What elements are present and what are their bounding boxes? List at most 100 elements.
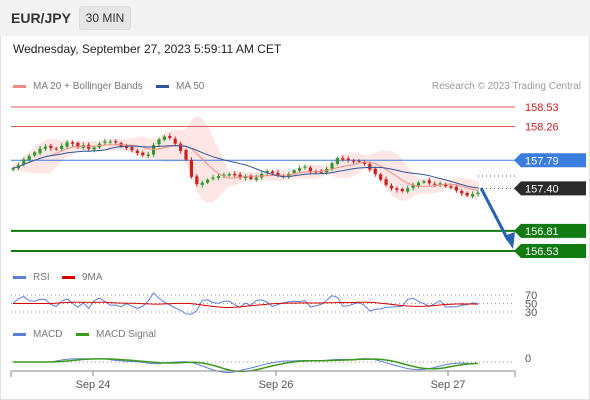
candle-body — [254, 177, 258, 180]
candle-body — [368, 163, 372, 170]
rsi-ma-swatch — [62, 276, 75, 279]
legend-macd-signal-label: MACD Signal — [96, 329, 157, 340]
rsi-swatch — [13, 276, 26, 279]
forecast-arrow-head — [504, 232, 515, 249]
candle-body — [427, 180, 431, 184]
legend-ma20-label: MA 20 + Bollinger Bands — [33, 81, 143, 92]
macd-swatch — [13, 333, 26, 336]
candle-body — [179, 143, 183, 151]
price-levels: 158.53 158.26 157.79 156.81 156.53 157.40 — [11, 102, 586, 258]
candle-body — [276, 172, 280, 176]
candle-body — [362, 162, 367, 164]
candle-body — [195, 176, 199, 185]
candle-body — [389, 185, 394, 189]
legend-rsi-ma-label: 9MA — [82, 272, 103, 283]
candle-body — [33, 152, 37, 156]
ma20-swatch — [13, 85, 26, 88]
level-tag-156.53 — [514, 244, 586, 258]
candle-body — [184, 150, 188, 160]
ma50-swatch — [156, 85, 169, 88]
candle-body — [443, 184, 448, 187]
candle-body — [357, 160, 361, 162]
level-tag-156.81 — [514, 223, 586, 238]
x-tick-label: Sep 24 — [76, 379, 111, 391]
candle-body — [222, 174, 226, 176]
candle-body — [395, 188, 399, 190]
x-tick-label: Sep 26 — [259, 379, 294, 391]
candle-body — [379, 174, 383, 180]
candle-body — [319, 171, 323, 173]
candle-body — [470, 194, 475, 197]
candle-body — [249, 175, 253, 179]
candle-body — [438, 183, 442, 185]
candle-body — [216, 176, 221, 178]
rsi-tick-30: 30 — [525, 307, 537, 319]
forecast-arrow — [479, 187, 515, 249]
candle-body — [233, 173, 237, 176]
legend-rsi: RSI — [13, 272, 50, 283]
level-label-158.26: 158.26 — [525, 121, 559, 133]
legend-macd-signal: MACD Signal — [76, 329, 156, 340]
candle-body — [49, 145, 53, 149]
candle-body — [449, 186, 453, 188]
candle-body — [422, 181, 426, 183]
candle-body — [465, 192, 469, 196]
candle-body — [38, 148, 42, 154]
level-tag-text-157.79: 157.79 — [525, 155, 559, 167]
candle-body — [400, 188, 404, 192]
macd-tick-0: 0 — [525, 353, 531, 365]
level-tag-text-156.81: 156.81 — [525, 226, 559, 238]
ma50-line — [12, 145, 479, 189]
candle-body — [346, 158, 350, 161]
ma20-line — [12, 144, 479, 191]
rsi-ma-line — [13, 301, 479, 309]
current-price-tag — [514, 181, 586, 196]
candle-body — [70, 142, 75, 144]
candle-body — [146, 154, 150, 157]
forecast-arrow-shaft — [479, 187, 510, 241]
candle-body — [141, 152, 145, 156]
rsi-tick-70: 70 — [525, 290, 537, 302]
candle-body — [227, 173, 231, 176]
candle-body — [108, 141, 112, 143]
candle-body — [43, 146, 48, 149]
macd-signal-swatch — [76, 333, 89, 336]
candle-body — [416, 182, 421, 186]
candle-body — [308, 167, 312, 172]
candle-body — [433, 183, 437, 185]
legend-ma50-label: MA 50 — [176, 81, 205, 92]
candle-body — [206, 179, 210, 183]
candle-body — [103, 141, 107, 143]
timeframe-button[interactable]: 30 MIN — [79, 6, 131, 30]
chart-datetime: Wednesday, September 27, 2023 5:59:11 AM… — [13, 42, 282, 56]
candle-body — [76, 142, 80, 148]
candle-body — [130, 147, 134, 151]
candle-body — [60, 145, 64, 150]
legend-rsi-label: RSI — [33, 272, 50, 283]
candle-body — [189, 159, 194, 177]
x-axis: Sep 24 Sep 26 Sep 27 — [10, 370, 516, 391]
research-credit: Research © 2023 Trading Central — [431, 81, 581, 92]
candle-body — [335, 158, 340, 165]
level-tag-157.79 — [514, 153, 586, 168]
candle-body — [27, 155, 31, 160]
candle-body — [352, 160, 356, 162]
candle-body — [411, 184, 415, 188]
candle-body — [92, 147, 96, 150]
candle-body — [157, 139, 161, 145]
legend-ma20: MA 20 + Bollinger Bands — [13, 81, 143, 92]
candle-body — [265, 171, 269, 174]
moving-averages — [12, 144, 479, 191]
legend-rsi-ma: 9MA — [62, 272, 103, 283]
level-tag-text-156.53: 156.53 — [525, 246, 559, 258]
candle-body — [173, 138, 177, 144]
candle-body — [384, 179, 388, 185]
candle-body — [297, 168, 302, 171]
candle-body — [65, 142, 69, 147]
candle-body — [303, 166, 307, 168]
level-label-158.53: 158.53 — [525, 102, 559, 114]
candle-body — [238, 174, 242, 178]
current-price-text: 157.40 — [525, 183, 559, 195]
